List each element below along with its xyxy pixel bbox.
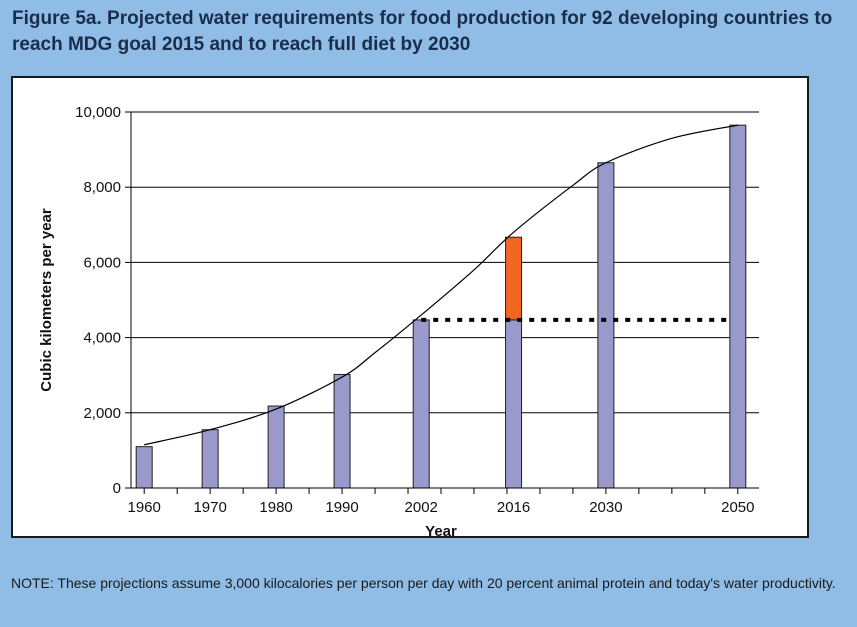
y-tick-label: 8,000 xyxy=(83,179,121,196)
trend-curve-group xyxy=(144,125,738,445)
x-tick-label: 1970 xyxy=(193,499,226,516)
x-tick-label: 1980 xyxy=(259,499,292,516)
bars xyxy=(136,125,746,488)
y-tick-label: 6,000 xyxy=(83,254,121,271)
x-axis-title: Year xyxy=(425,523,457,536)
bar-2002 xyxy=(413,320,429,488)
grid-lines xyxy=(131,112,759,413)
chart-panel: 0 2,000 4,000 6,000 8,000 10,000 1960 1970 1980 1… xyxy=(11,76,809,538)
x-tick-label: 2016 xyxy=(497,499,530,516)
bar-1980 xyxy=(268,406,284,488)
y-tick-label: 2,000 xyxy=(83,405,121,422)
bar-2030 xyxy=(598,163,614,488)
x-tick-label: 2030 xyxy=(589,499,622,516)
bar-2050 xyxy=(730,125,746,488)
x-tick-label: 1990 xyxy=(325,499,358,516)
bar-1960 xyxy=(136,447,152,488)
bar-1990 xyxy=(334,374,350,488)
y-tick-label: 10,000 xyxy=(75,104,121,121)
x-tick-label: 2002 xyxy=(405,499,438,516)
trend-curve xyxy=(144,125,738,445)
y-axis-title: Cubic kilometers per year xyxy=(38,208,55,392)
axes xyxy=(125,112,759,494)
y-tick-label: 0 xyxy=(113,480,121,497)
footnote: NOTE: These projections assume 3,000 kil… xyxy=(11,574,841,592)
figure-title: Figure 5a. Projected water requirements … xyxy=(12,6,842,58)
bar-extra-2016 xyxy=(506,237,522,320)
y-tick-label: 4,000 xyxy=(83,330,121,347)
bar-2016 xyxy=(506,320,522,488)
x-tick-label: 2050 xyxy=(721,499,754,516)
bar-1970 xyxy=(202,430,218,488)
chart: 0 2,000 4,000 6,000 8,000 10,000 1960 1970 1980 1… xyxy=(13,78,807,536)
x-tick-label: 1960 xyxy=(128,499,161,516)
